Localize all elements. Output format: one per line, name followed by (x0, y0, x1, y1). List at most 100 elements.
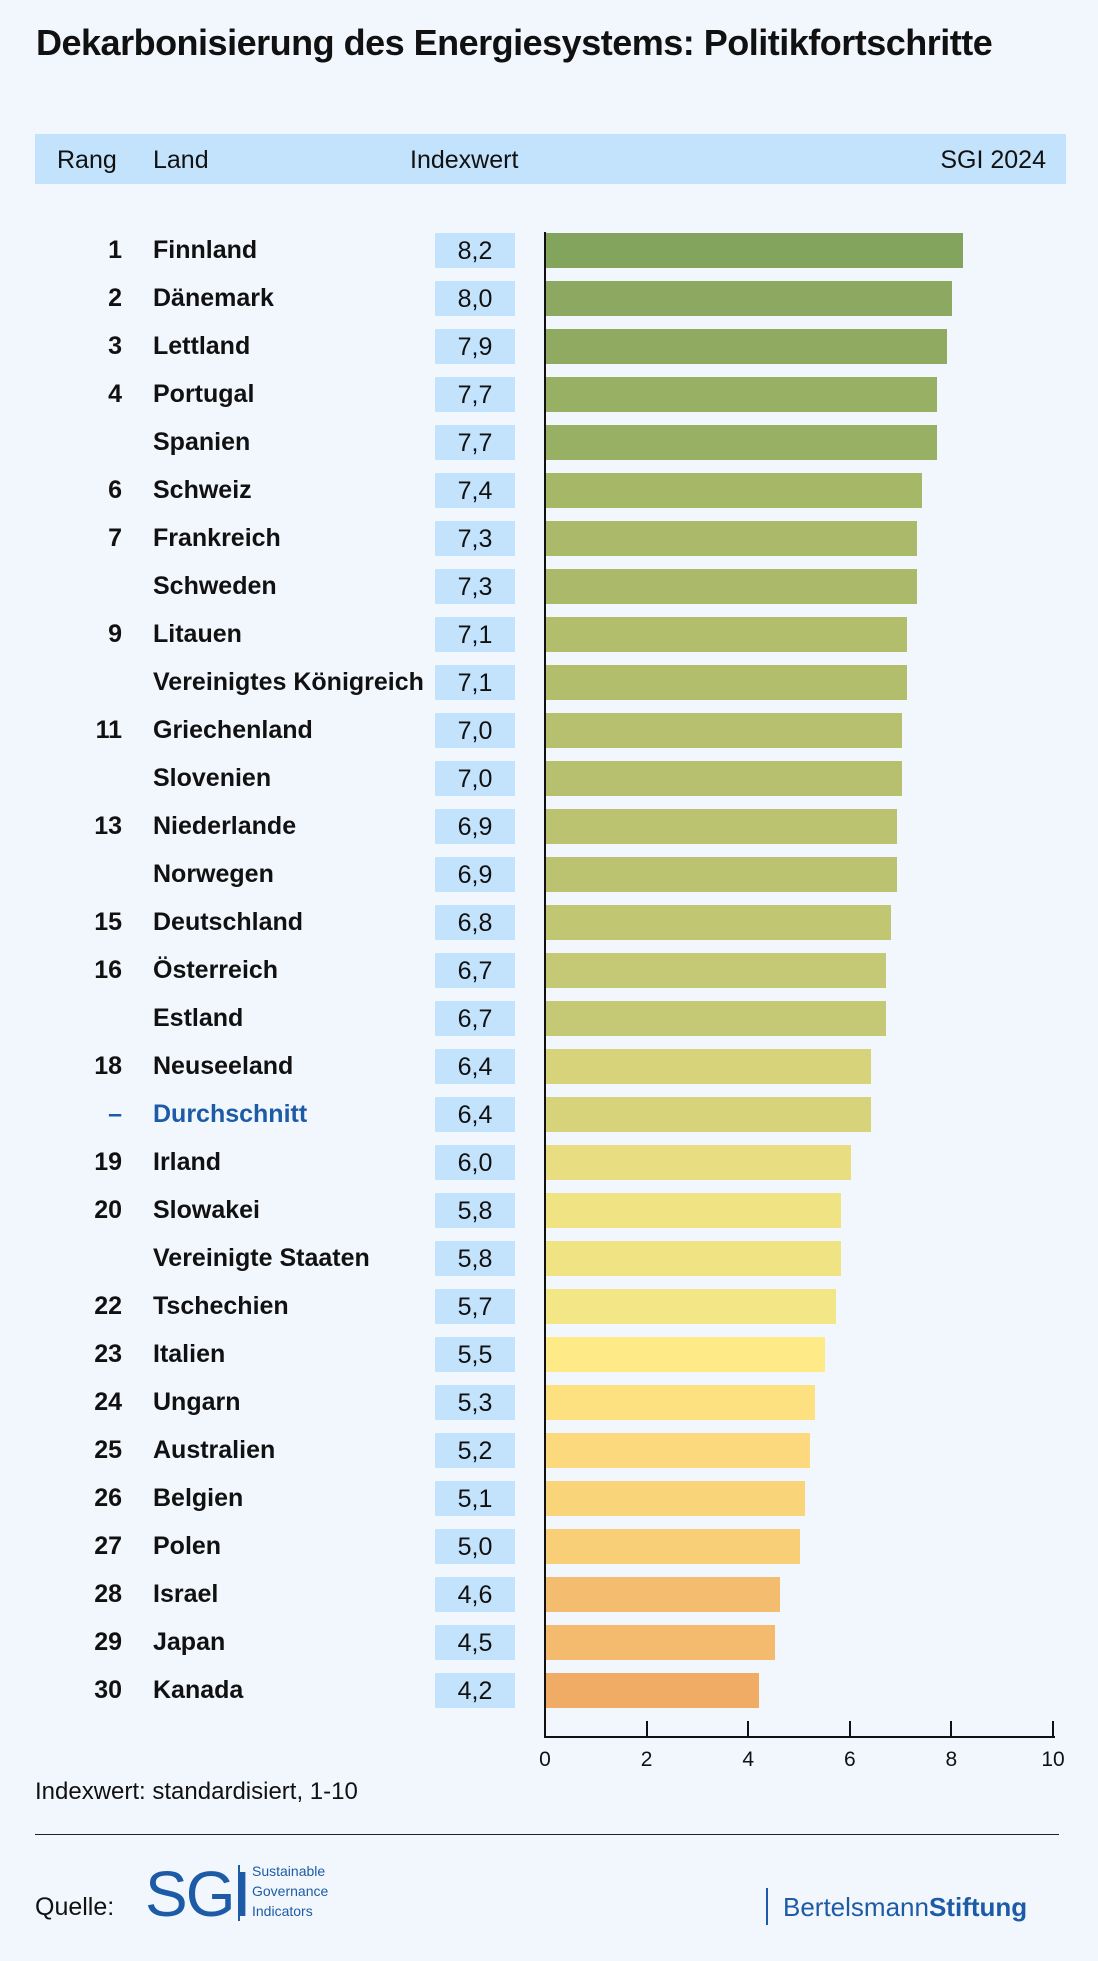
country-row: Slovenien 7,0 (0, 761, 1098, 797)
bar (546, 617, 907, 652)
index-value: 7,1 (435, 665, 515, 700)
country-name: Griechenland (153, 716, 313, 744)
bar (546, 1337, 826, 1372)
rank-label: 3 (108, 332, 122, 360)
index-value: 5,0 (435, 1529, 515, 1564)
rank-label: 27 (94, 1532, 122, 1560)
country-name: Japan (153, 1628, 226, 1656)
rank-label: 28 (94, 1580, 122, 1608)
country-row: Vereinigtes Königreich 7,1 (0, 665, 1098, 701)
bar (546, 665, 907, 700)
index-value: 7,9 (435, 329, 515, 364)
index-value: 5,3 (435, 1385, 515, 1420)
rank-label: 1 (108, 236, 122, 264)
x-tick-label: 10 (1041, 1748, 1065, 1771)
index-value: 4,2 (435, 1673, 515, 1708)
country-name: Dänemark (153, 284, 274, 312)
country-row: 15 Deutschland 6,8 (0, 905, 1098, 941)
country-row: 26 Belgien 5,1 (0, 1481, 1098, 1517)
sgi-logo: SGI (145, 1858, 251, 1930)
x-tick-label: 2 (640, 1748, 653, 1771)
bar (546, 761, 902, 796)
index-value: 6,9 (435, 809, 515, 844)
bar (546, 521, 917, 556)
x-tick-mark (950, 1721, 953, 1737)
bar (546, 1001, 887, 1036)
country-name: Israel (153, 1580, 219, 1608)
index-value: 7,7 (435, 377, 515, 412)
index-value: 6,7 (435, 953, 515, 988)
bar (546, 1433, 811, 1468)
footer-divider (35, 1834, 1059, 1835)
bar (546, 857, 897, 892)
bar (546, 473, 922, 508)
country-name: Spanien (153, 428, 251, 456)
country-row: 16 Österreich 6,7 (0, 953, 1098, 989)
country-name: Australien (153, 1436, 276, 1464)
x-tick-label: 0 (539, 1748, 551, 1771)
header-rank: Rang (57, 146, 117, 174)
country-row: Schweden 7,3 (0, 569, 1098, 605)
table-header: Rang Land Indexwert SGI 2024 (35, 134, 1066, 184)
bar (546, 1481, 806, 1516)
rank-label: 9 (108, 620, 122, 648)
bar (546, 1241, 841, 1276)
country-row: 19 Irland 6,0 (0, 1145, 1098, 1181)
rank-label: 30 (94, 1676, 122, 1704)
index-value: 5,5 (435, 1337, 515, 1372)
country-row: 24 Ungarn 5,3 (0, 1385, 1098, 1421)
rank-label: 11 (95, 716, 122, 744)
country-name: Portugal (153, 380, 255, 408)
index-value: 6,4 (435, 1049, 515, 1084)
country-name: Litauen (153, 620, 242, 648)
x-tick-label: 4 (742, 1748, 755, 1771)
bar (546, 905, 892, 940)
average-row: – Durchschnitt 6,4 (0, 1097, 1098, 1133)
rank-label: 2 (108, 284, 122, 312)
country-row: 6 Schweiz 7,4 (0, 473, 1098, 509)
index-value: 5,1 (435, 1481, 515, 1516)
x-tick-mark (747, 1721, 750, 1737)
rank-label: 7 (108, 524, 122, 552)
country-row: 18 Neuseeland 6,4 (0, 1049, 1098, 1085)
country-name: Norwegen (153, 860, 274, 888)
bar (546, 281, 953, 316)
rank-label: 25 (94, 1436, 122, 1464)
country-row: 7 Frankreich 7,3 (0, 521, 1098, 557)
country-name: Schweden (153, 572, 277, 600)
index-value: 5,7 (435, 1289, 515, 1324)
x-axis-line (544, 1736, 1055, 1738)
country-row: 9 Litauen 7,1 (0, 617, 1098, 653)
rank-label: 20 (94, 1196, 122, 1224)
index-value: 6,7 (435, 1001, 515, 1036)
index-value: 7,3 (435, 521, 515, 556)
index-value: 7,3 (435, 569, 515, 604)
country-row: Estland 6,7 (0, 1001, 1098, 1037)
sgi-line-2: Governance (252, 1883, 329, 1899)
stiftung-text: Stiftung (928, 1892, 1028, 1922)
bar (546, 1577, 780, 1612)
country-row: 3 Lettland 7,9 (0, 329, 1098, 365)
index-value: 4,5 (435, 1625, 515, 1660)
bar (546, 1145, 851, 1180)
rank-label: 22 (94, 1292, 122, 1320)
country-name: Deutschland (153, 908, 304, 936)
country-name: Irland (153, 1148, 222, 1176)
country-name: Niederlande (153, 812, 297, 840)
index-value: 8,0 (435, 281, 515, 316)
country-name: Vereinigte Staaten (153, 1244, 370, 1272)
index-value: 7,0 (435, 713, 515, 748)
country-row: Vereinigte Staaten 5,8 (0, 1241, 1098, 1277)
x-tick-mark (645, 1721, 648, 1737)
country-name: Ungarn (153, 1388, 241, 1416)
country-row: 1 Finnland 8,2 (0, 233, 1098, 269)
rank-label: 26 (94, 1484, 122, 1512)
country-name: Frankreich (153, 524, 281, 552)
rank-label: 18 (94, 1052, 122, 1080)
index-value: 7,7 (435, 425, 515, 460)
bar (546, 1673, 760, 1708)
index-value: 6,8 (435, 905, 515, 940)
country-row: 2 Dänemark 8,0 (0, 281, 1098, 317)
country-row: Norwegen 6,9 (0, 857, 1098, 893)
sgi-logo-divider (238, 1865, 240, 1921)
